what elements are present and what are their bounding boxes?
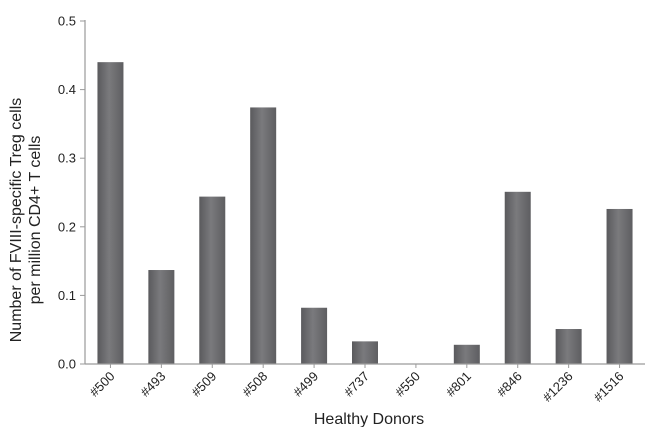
x-axis-title: Healthy Donors (314, 411, 424, 427)
y-tick-label: 0.1 (58, 288, 76, 303)
x-tick-label: #508 (239, 369, 270, 400)
y-axis-title-line1: Number of FVIII-specific Treg cells (8, 98, 25, 343)
bar (352, 341, 378, 364)
x-tick-label: #801 (443, 369, 474, 400)
x-tick-label: #1236 (540, 369, 576, 405)
y-tick-label: 0.2 (58, 219, 76, 234)
x-tick-label: #737 (341, 369, 372, 400)
x-axis-ticks: #500 #493 #509 #508 #499 #737 #550 #801 #846 #123… (87, 364, 627, 405)
x-tick-label: #493 (137, 369, 168, 400)
y-tick-label: 0.0 (58, 357, 76, 372)
y-tick-label: 0.3 (58, 151, 76, 166)
y-tick-label: 0.5 (58, 14, 76, 29)
bar (555, 329, 582, 364)
bar (199, 196, 226, 364)
y-tick-label: 0.4 (58, 82, 76, 97)
bars (97, 62, 633, 364)
bar (97, 62, 124, 364)
x-tick-label: #500 (87, 369, 118, 400)
x-tick-label: #846 (494, 369, 525, 400)
y-axis-ticks: 0.0 0.1 0.2 0.3 0.4 0.5 (58, 14, 85, 372)
x-tick-label: #509 (188, 369, 219, 400)
bar (453, 344, 480, 364)
bar (301, 307, 328, 364)
bar (504, 191, 531, 364)
y-axis-title-line2: per million CD4+ T cells (27, 136, 44, 305)
x-tick-label: #1516 (590, 369, 626, 405)
bar (606, 208, 633, 364)
bar (250, 107, 277, 364)
x-tick-label: #499 (290, 369, 321, 400)
bar (148, 270, 175, 364)
x-tick-label: #550 (392, 369, 423, 400)
